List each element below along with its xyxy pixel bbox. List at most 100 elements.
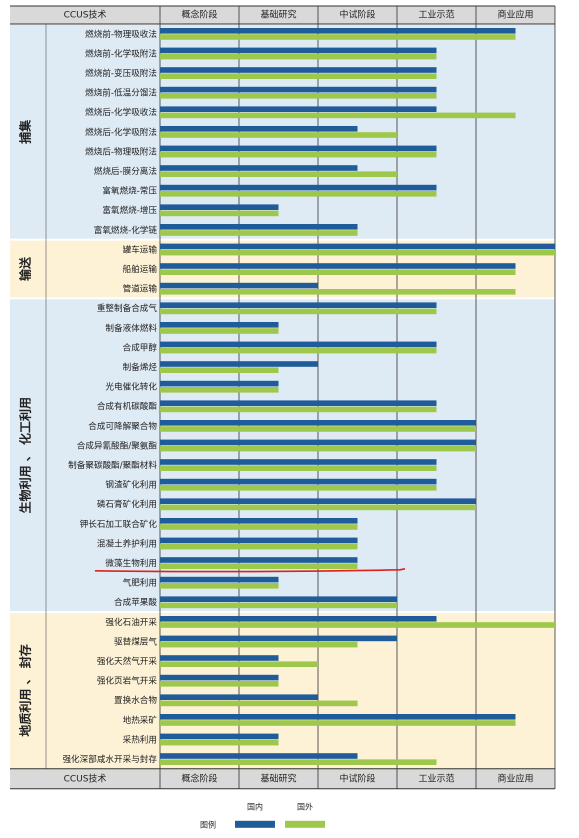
- bar-domestic: [160, 518, 358, 524]
- category-label: 强化天然气开采: [97, 655, 158, 667]
- bar-domestic: [160, 753, 358, 759]
- header-stage-label: 基础研究: [260, 772, 296, 784]
- bar-domestic: [160, 714, 516, 720]
- bar-foreign: [160, 387, 279, 393]
- header-ccus-label: CCUS技术: [64, 772, 107, 784]
- category-label: 磷石膏矿化利用: [97, 498, 157, 510]
- bar-domestic: [160, 28, 516, 34]
- category-label: 制备烯烃: [123, 361, 158, 373]
- bar-foreign: [160, 151, 437, 158]
- category-label: 气肥利用: [123, 577, 157, 589]
- category-label: 光电催化转化: [105, 381, 157, 393]
- bar-foreign: [160, 53, 437, 60]
- red-underline-annotation: [94, 568, 406, 573]
- header-stage-label: 工业示范: [418, 772, 454, 784]
- bar-foreign: [160, 504, 476, 511]
- category-label: 船舶运输: [123, 263, 158, 275]
- group-label: 生物利用 、 化工利用: [18, 397, 33, 513]
- category-label: 地热采矿: [123, 714, 158, 726]
- category-label: 强化深部咸水开采与封存: [62, 753, 157, 765]
- bar-foreign: [160, 485, 437, 491]
- bar-foreign: [160, 93, 437, 99]
- category-label: 燃烧前-变压吸附法: [85, 67, 157, 79]
- group-label: 地质利用 、 封存: [18, 644, 33, 736]
- bar-domestic: [160, 400, 437, 406]
- bar-foreign: [160, 622, 555, 628]
- category-label: 燃烧前-物理吸收法: [85, 28, 157, 40]
- bar-foreign: [160, 230, 358, 236]
- category-label: 罐车运输: [123, 243, 158, 255]
- bar-domestic: [160, 67, 437, 73]
- bar-foreign: [160, 681, 279, 687]
- bar-domestic: [160, 263, 516, 269]
- bar-foreign: [160, 641, 358, 648]
- category-label: 钢渣矿化利用: [105, 479, 157, 491]
- bar-domestic: [160, 184, 437, 191]
- header-stage-label: 概念阶段: [181, 9, 217, 21]
- header-stage-label: 基础研究: [260, 9, 296, 21]
- bar-foreign: [160, 347, 437, 354]
- bar-domestic: [160, 243, 555, 250]
- bar-domestic: [160, 498, 476, 504]
- bar-foreign: [160, 583, 279, 589]
- legend-swatch-domestic: [235, 820, 275, 828]
- category-label: 富氧燃烧-常压: [102, 185, 157, 197]
- bar-domestic: [160, 674, 279, 681]
- bar-foreign: [160, 700, 358, 707]
- bar-domestic: [160, 380, 279, 387]
- bar-domestic: [160, 459, 437, 465]
- legend-label-domestic: 国内: [247, 801, 263, 811]
- bar-domestic: [160, 47, 437, 54]
- bar-domestic: [160, 224, 358, 230]
- bar-foreign: [160, 406, 437, 413]
- category-label: 燃烧后-化学吸收法: [85, 106, 157, 118]
- header-ccus-label: CCUS技术: [64, 9, 107, 21]
- bar-foreign: [160, 543, 358, 550]
- bar-foreign: [160, 171, 397, 177]
- category-label: 微藻生物利用: [105, 557, 157, 569]
- bar-domestic: [160, 537, 358, 544]
- bar-foreign: [160, 73, 437, 79]
- bar-foreign: [160, 249, 555, 256]
- header-top: [10, 6, 555, 24]
- bar-foreign: [160, 426, 476, 432]
- category-label: 燃烧前-低温分馏法: [85, 87, 157, 99]
- group-band: [10, 612, 555, 769]
- header-stage-label: 商业应用: [497, 9, 533, 21]
- bar-domestic: [160, 145, 437, 152]
- bar-domestic: [160, 478, 437, 485]
- legend-swatch-foreign: [285, 820, 325, 828]
- bar-domestic: [160, 557, 358, 563]
- category-label: 强化石油开采: [105, 616, 157, 628]
- bar-domestic: [160, 420, 476, 426]
- category-label: 合成可降解聚合物: [88, 420, 157, 432]
- category-label: 混凝土养护利用: [97, 537, 157, 549]
- category-label: 驱替煤层气: [114, 635, 157, 647]
- header-stage-label: 中试阶段: [339, 772, 375, 784]
- annotation-layer: [94, 568, 406, 573]
- category-label: 富氧燃烧-增压: [102, 204, 157, 216]
- legend-layer: 图例 国内 国外: [200, 801, 325, 829]
- category-label: 制备聚碳酸酯/聚酯材料: [68, 459, 157, 471]
- bar-domestic: [160, 635, 397, 642]
- bar-domestic: [160, 576, 279, 583]
- bar-domestic: [160, 322, 279, 328]
- bar-foreign: [160, 445, 476, 452]
- group-band: [10, 24, 555, 240]
- category-label: 燃烧后-膜分离法: [94, 165, 158, 177]
- bar-domestic: [160, 282, 318, 289]
- group-label: 捕集: [18, 119, 33, 144]
- bar-foreign: [160, 367, 279, 373]
- bar-domestic: [160, 106, 437, 112]
- bar-domestic: [160, 694, 318, 700]
- bar-foreign: [160, 308, 437, 315]
- bar-foreign: [160, 34, 516, 40]
- bar-foreign: [160, 739, 279, 746]
- bar-domestic: [160, 616, 437, 622]
- bar-foreign: [160, 269, 516, 275]
- category-label: 合成甲醇: [123, 341, 158, 353]
- category-label: 燃烧后-化学吸附法: [85, 126, 157, 138]
- bar-domestic: [160, 302, 437, 308]
